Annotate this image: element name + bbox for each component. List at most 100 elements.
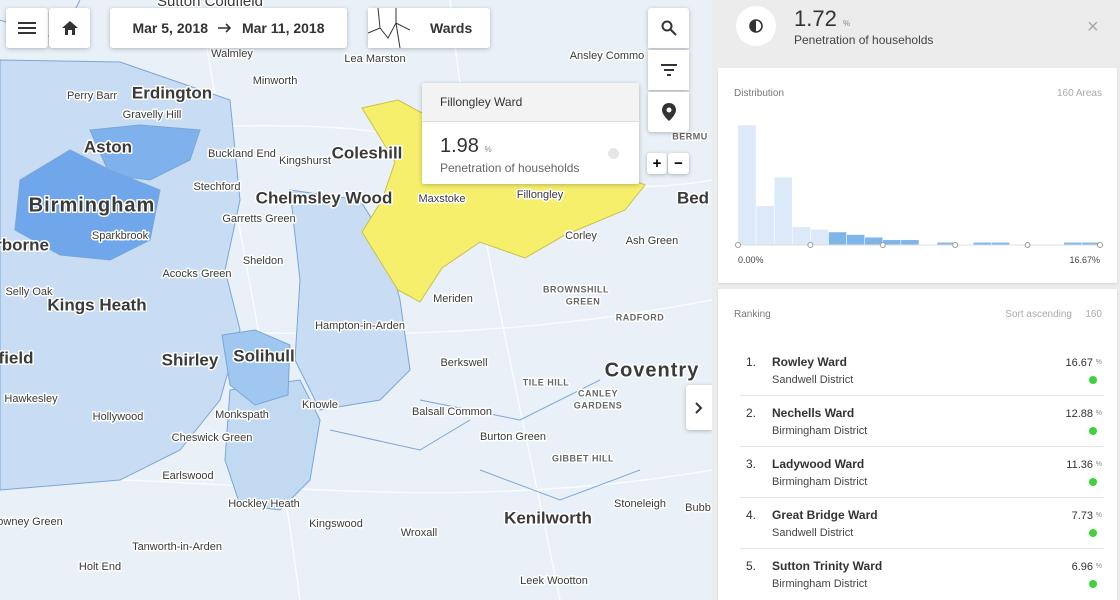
histogram-bar (792, 226, 811, 246)
map-label: Kingswood (309, 518, 363, 530)
sort-button[interactable]: Sort ascending (1005, 309, 1072, 320)
zoom-in[interactable]: + (647, 153, 667, 174)
metric-icon (736, 6, 776, 46)
home-button[interactable] (49, 8, 90, 48)
distribution-card: Distribution 160 Areas 0.00% 16.67% (718, 68, 1117, 283)
row-value: 12.88 (1065, 408, 1093, 420)
collapse-tab[interactable] (686, 385, 712, 430)
chevron-icon (695, 401, 703, 414)
map-label: Monkspath (215, 409, 269, 421)
map-label: Erdington (132, 83, 212, 102)
filter-button[interactable] (648, 50, 689, 90)
ranking-row[interactable]: 4. Great Bridge Ward Sandwell District 7.73… (718, 492, 1117, 549)
date-range[interactable]: Mar 5, 2018 Mar 11, 2018 (110, 8, 347, 48)
map-label: Acocks Green (162, 268, 231, 280)
map-label: Aston (84, 137, 132, 156)
map-label: Minworth (253, 75, 298, 87)
map-label: Lea Marston (344, 53, 405, 65)
status-dot (1089, 529, 1097, 537)
row-divider (740, 446, 1104, 447)
wards (0, 0, 646, 511)
menu-button[interactable] (6, 8, 48, 48)
map-label: Perry Barr (67, 90, 117, 102)
axis-stop (1024, 242, 1031, 248)
map[interactable]: Sutton Coldfield Walmley Minworth Lea Marst… (0, 0, 712, 600)
search-button[interactable] (648, 8, 689, 48)
row-divider (740, 395, 1104, 396)
map-label: Walmley (211, 48, 253, 60)
tooltip-value: 1.98 % (440, 135, 492, 158)
tooltip-label: Penetration of households (440, 161, 580, 175)
district-name: Birmingham District (772, 425, 868, 437)
ward-name: Nechells Ward (772, 406, 855, 420)
status-dot (1089, 580, 1097, 588)
map-label: Burton Green (480, 431, 546, 443)
axis-stop (952, 242, 959, 248)
date-end: Mar 11, 2018 (241, 20, 325, 36)
date-start: Mar 5, 2018 (132, 20, 208, 36)
map-label: Berkswell (440, 357, 487, 369)
level-button[interactable]: Wards (368, 8, 490, 48)
ranking-row[interactable]: 1. Rowley Ward Sandwell District 16.67% (718, 339, 1117, 396)
map-label: Coleshill (332, 143, 403, 162)
map-label: field (0, 348, 33, 367)
row-value: 6.96 (1071, 561, 1093, 573)
map-label: Ansley Commo (570, 50, 645, 62)
filter-icon (660, 64, 677, 76)
map-label: Coventry (605, 359, 700, 381)
ward-name: Sutton Trinity Ward (772, 559, 883, 573)
tooltip-title: Fillongley Ward (422, 83, 639, 122)
tooltip-unit: % (484, 145, 492, 154)
map-label: Stechford (193, 181, 240, 193)
district-name: Sandwell District (772, 527, 854, 539)
map-label: Sheldon (243, 255, 283, 267)
axis-stop (1097, 242, 1103, 248)
home-icon (61, 21, 78, 35)
distribution-title: Distribution (734, 88, 785, 99)
metric-unit: % (842, 19, 851, 28)
ranking-row[interactable]: 2. Nechells Ward Birmingham District 12.88% (718, 390, 1117, 447)
status-dot (1089, 478, 1097, 486)
histogram-bar (846, 234, 865, 246)
map-label: CANLEY (578, 388, 618, 398)
rank-number: 2. (746, 406, 757, 420)
ward-name: Rowley Ward (772, 355, 847, 369)
map-label: Garretts Green (222, 213, 295, 225)
map-label: Gravelly Hill (123, 109, 182, 121)
axis-stop (735, 242, 741, 248)
map-label: BROWNSHILL (543, 284, 609, 294)
rank-number: 3. (746, 457, 757, 471)
row-value: 16.67 (1065, 357, 1093, 369)
level-thumbnail (368, 8, 410, 48)
close-button[interactable]: × (1087, 16, 1099, 38)
map-label: Tanworth-in-Arden (132, 541, 222, 553)
histogram-bar (810, 229, 829, 246)
histogram-bar (737, 124, 757, 246)
distribution-count: 160 Areas (1056, 88, 1102, 99)
ranking-row[interactable]: 5. Sutton Trinity Ward Birmingham District… (718, 543, 1117, 594)
map-label: Kings Heath (47, 295, 146, 314)
tooltip-number: 1.98 (440, 135, 479, 157)
map-label: Buckland End (208, 148, 276, 160)
map-label: Chelmsley Wood (256, 188, 393, 207)
tooltip-dot (608, 148, 619, 159)
map-label: Corley (565, 230, 597, 242)
map-label: Shirley (162, 350, 219, 369)
row-unit: % (1095, 512, 1102, 519)
map-label: Birmingham (29, 194, 156, 216)
map-label: TILE HILL (523, 377, 570, 387)
rank-number: 1. (746, 355, 757, 369)
location-icon (661, 103, 676, 121)
map-label: owney Green (0, 516, 63, 528)
district-name: Sandwell District (772, 374, 854, 386)
histogram-bar (828, 231, 847, 246)
location-button[interactable] (648, 92, 689, 132)
map-label: Kingshurst (279, 155, 331, 167)
contrast-icon (749, 19, 763, 33)
row-value: 11.36 (1066, 459, 1093, 471)
row-unit: % (1095, 359, 1102, 366)
ranking-row[interactable]: 3. Ladywood Ward Birmingham District 11.36% (718, 441, 1117, 498)
map-label: Ash Green (626, 235, 679, 247)
zoom-out[interactable]: − (668, 153, 689, 174)
row-unit: % (1095, 410, 1102, 417)
